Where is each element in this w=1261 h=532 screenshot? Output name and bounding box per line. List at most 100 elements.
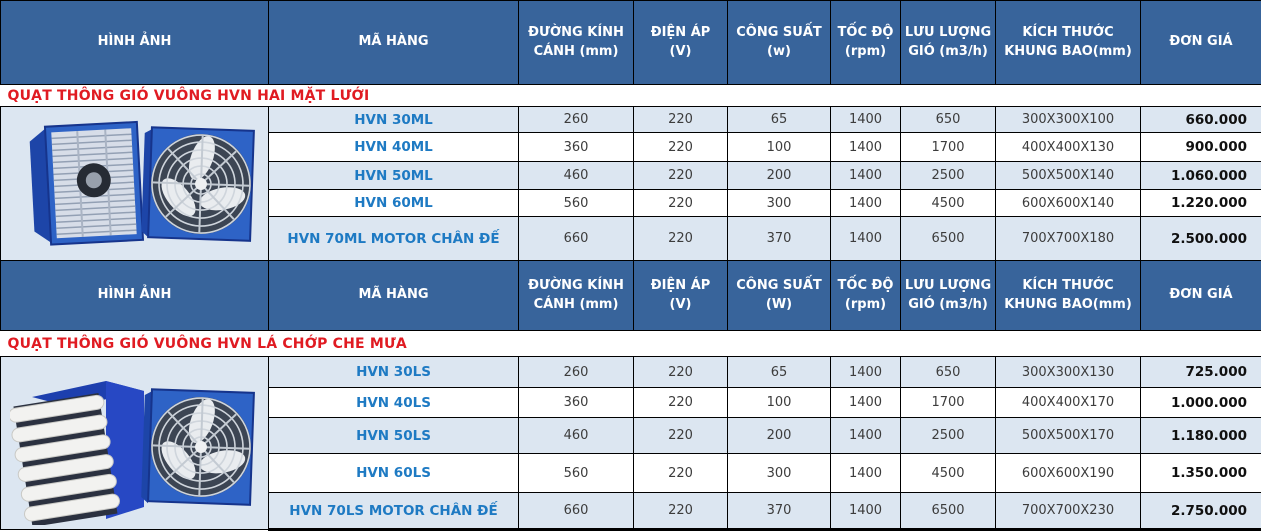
table-row: HVN 40ML 360 220 100 1400 1700 400X400X1… xyxy=(1,132,1261,162)
table-row: HVN 70ML MOTOR CHÂN ĐẾ 660 220 370 1400 … xyxy=(1,216,1261,261)
table-row: HVN 60ML 560 220 300 1400 4500 600X600X1… xyxy=(1,189,1261,217)
col-header-price: ĐƠN GIÁ xyxy=(1140,0,1261,85)
airflow-cell: 650 xyxy=(900,106,996,133)
price-cell: 2.750.000 xyxy=(1140,492,1261,531)
table-row: HVN 50ML 460 220 200 1400 2500 500X500X1… xyxy=(1,161,1261,190)
airflow-cell: 2500 xyxy=(900,417,996,454)
frame-size-cell: 300X300X130 xyxy=(995,356,1141,388)
power-cell: 65 xyxy=(727,106,831,133)
section-title-mesh: QUẠT THÔNG GIÓ VUÔNG HVN HAI MẶT LƯỚI xyxy=(0,84,1261,107)
diameter-cell: 360 xyxy=(518,387,634,418)
fan-photo-two-mesh xyxy=(0,106,269,261)
speed-cell: 1400 xyxy=(830,161,901,190)
power-cell: 300 xyxy=(727,189,831,217)
voltage-cell: 220 xyxy=(633,453,728,493)
frame-size-cell: 400X400X170 xyxy=(995,387,1141,418)
speed-cell: 1400 xyxy=(830,216,901,261)
speed-cell: 1400 xyxy=(830,492,901,531)
model-cell: HVN 60LS xyxy=(268,453,519,493)
diameter-cell: 660 xyxy=(518,216,634,261)
airflow-cell: 6500 xyxy=(900,492,996,531)
power-cell: 65 xyxy=(727,356,831,388)
price-cell: 1.180.000 xyxy=(1140,417,1261,454)
col-header-voltage: ĐIỆN ÁP (V) xyxy=(633,0,728,85)
model-cell: HVN 70ML MOTOR CHÂN ĐẾ xyxy=(268,216,519,261)
frame-size-cell: 500X500X140 xyxy=(995,161,1141,190)
table-row: HVN 60LS 560 220 300 1400 4500 600X600X1… xyxy=(1,453,1261,493)
col-header-airflow: LƯU LƯỢNG GIÓ (m3/h) xyxy=(900,260,996,331)
model-cell: HVN 40LS xyxy=(268,387,519,418)
diameter-cell: 260 xyxy=(518,356,634,388)
price-cell: 900.000 xyxy=(1140,132,1261,162)
col-header-model: MÃ HÀNG xyxy=(268,0,519,85)
col-header-power: CÔNG SUẤT (W) xyxy=(727,260,831,331)
diameter-cell: 260 xyxy=(518,106,634,133)
power-cell: 300 xyxy=(727,453,831,493)
power-cell: 200 xyxy=(727,417,831,454)
speed-cell: 1400 xyxy=(830,387,901,418)
speed-cell: 1400 xyxy=(830,417,901,454)
power-cell: 100 xyxy=(727,132,831,162)
price-cell: 1.350.000 xyxy=(1140,453,1261,493)
table-row: HVN 30ML 260 220 65 1400 650 300X300X100… xyxy=(0,106,1261,261)
model-cell: HVN 50LS xyxy=(268,417,519,454)
table-row: HVN 70LS MOTOR CHÂN ĐẾ 660 220 370 1400 … xyxy=(1,492,1261,531)
table-header-row-1: HÌNH ẢNH MÃ HÀNG ĐƯỜNG KÍNH CÁNH (mm) ĐIỆ… xyxy=(0,0,1261,85)
speed-cell: 1400 xyxy=(830,453,901,493)
table-row: HVN 40LS 360 220 100 1400 1700 400X400X1… xyxy=(1,387,1261,418)
fan-photo-louver xyxy=(0,356,269,530)
voltage-cell: 220 xyxy=(633,492,728,531)
power-cell: 370 xyxy=(727,492,831,531)
model-cell: HVN 40ML xyxy=(268,132,519,162)
diameter-cell: 560 xyxy=(518,453,634,493)
col-header-frame-size: KÍCH THƯỚC KHUNG BAO(mm) xyxy=(995,260,1141,331)
model-cell: HVN 60ML xyxy=(268,189,519,217)
airflow-cell: 4500 xyxy=(900,453,996,493)
col-header-diameter: ĐƯỜNG KÍNH CÁNH (mm) xyxy=(518,260,634,331)
col-header-airflow: LƯU LƯỢNG GIÓ (m3/h) xyxy=(900,0,996,85)
voltage-cell: 220 xyxy=(633,216,728,261)
section-title-row: QUẠT THÔNG GIÓ VUÔNG HVN LÁ CHỚP CHE MƯA xyxy=(0,330,1261,357)
speed-cell: 1400 xyxy=(830,106,901,133)
square-fan-louver-image xyxy=(7,381,255,527)
diameter-cell: 660 xyxy=(518,492,634,531)
price-cell: 1.060.000 xyxy=(1140,161,1261,190)
speed-cell: 1400 xyxy=(830,189,901,217)
frame-size-cell: 600X600X190 xyxy=(995,453,1141,493)
price-cell: 1.220.000 xyxy=(1140,189,1261,217)
airflow-cell: 650 xyxy=(900,356,996,388)
voltage-cell: 220 xyxy=(633,161,728,190)
diameter-cell: 360 xyxy=(518,132,634,162)
section-title-louver: QUẠT THÔNG GIÓ VUÔNG HVN LÁ CHỚP CHE MƯA xyxy=(0,330,1261,357)
voltage-cell: 220 xyxy=(633,417,728,454)
frame-size-cell: 400X400X130 xyxy=(995,132,1141,162)
airflow-cell: 2500 xyxy=(900,161,996,190)
model-cell: HVN 50ML xyxy=(268,161,519,190)
airflow-cell: 6500 xyxy=(900,216,996,261)
speed-cell: 1400 xyxy=(830,132,901,162)
model-cell: HVN 70LS MOTOR CHÂN ĐẾ xyxy=(268,492,519,531)
frame-size-cell: 300X300X100 xyxy=(995,106,1141,133)
square-fan-mesh-image xyxy=(29,120,255,246)
frame-size-cell: 700X700X230 xyxy=(995,492,1141,531)
airflow-cell: 4500 xyxy=(900,189,996,217)
price-cell: 2.500.000 xyxy=(1140,216,1261,261)
col-header-speed: TỐC ĐỘ (rpm) xyxy=(830,260,901,331)
col-header-voltage: ĐIỆN ÁP (V) xyxy=(633,260,728,331)
power-cell: 100 xyxy=(727,387,831,418)
section-title-row: QUẠT THÔNG GIÓ VUÔNG HVN HAI MẶT LƯỚI xyxy=(0,84,1261,107)
diameter-cell: 460 xyxy=(518,161,634,190)
power-cell: 370 xyxy=(727,216,831,261)
col-header-frame-size: KÍCH THƯỚC KHUNG BAO(mm) xyxy=(995,0,1141,85)
col-header-diameter: ĐƯỜNG KÍNH CÁNH (mm) xyxy=(518,0,634,85)
frame-size-cell: 500X500X170 xyxy=(995,417,1141,454)
voltage-cell: 220 xyxy=(633,189,728,217)
voltage-cell: 220 xyxy=(633,132,728,162)
table-header-row-2: HÌNH ẢNH MÃ HÀNG ĐƯỜNG KÍNH CÁNH (mm) ĐIỆ… xyxy=(0,260,1261,331)
table-row: HVN 50LS 460 220 200 1400 2500 500X500X1… xyxy=(1,417,1261,454)
col-header-model: MÃ HÀNG xyxy=(268,260,519,331)
voltage-cell: 220 xyxy=(633,106,728,133)
table-row: HVN 30LS 260 220 65 1400 650 300X300X130… xyxy=(0,356,1261,530)
power-cell: 200 xyxy=(727,161,831,190)
